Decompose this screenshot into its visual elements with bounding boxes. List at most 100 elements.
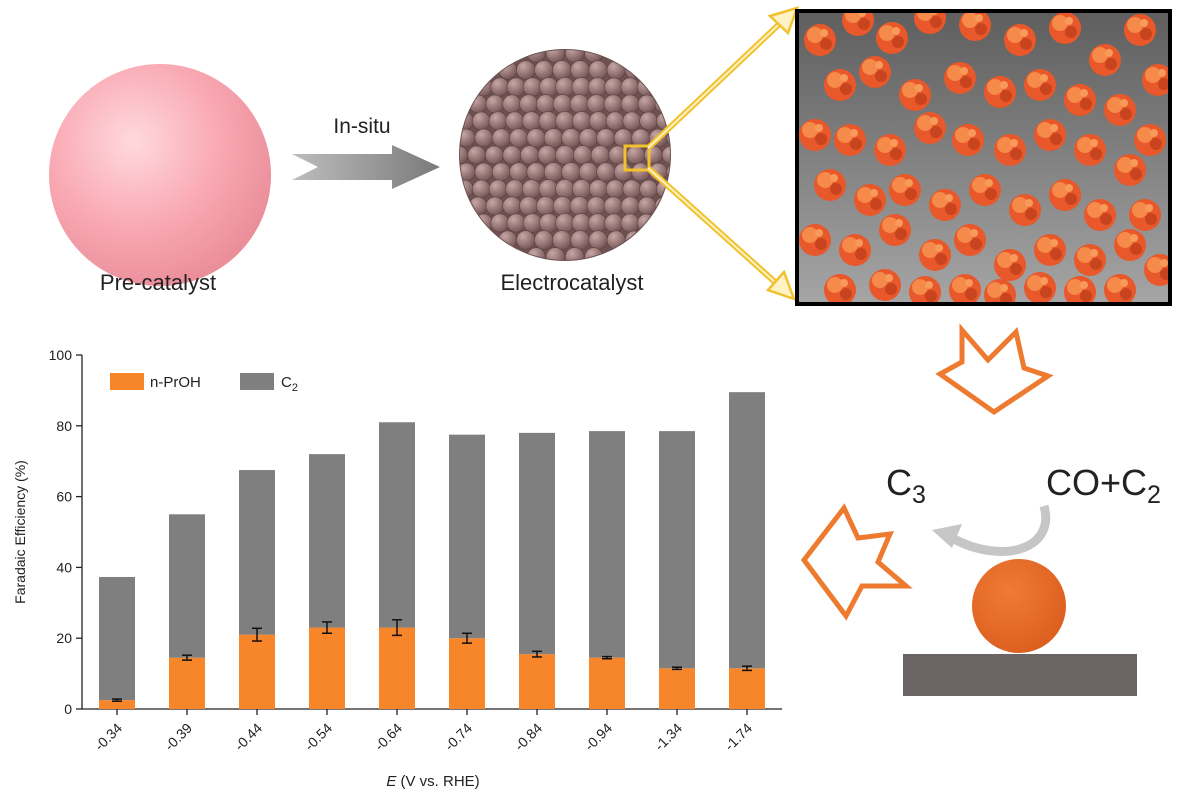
nanoparticle-cluster	[879, 214, 911, 246]
nanoparticle-cluster	[1104, 274, 1136, 304]
bar-c2	[309, 454, 345, 628]
y-axis-label: Faradaic Efficiency (%)	[12, 460, 28, 604]
x-axis-label: E (V vs. RHE)	[386, 773, 479, 790]
nanoparticle-cluster	[842, 11, 874, 36]
bar-c2	[449, 434, 485, 639]
bar-n-proh	[309, 627, 345, 709]
nanoparticle-cluster	[824, 274, 856, 304]
pre-catalyst-label: Pre-catalyst	[100, 270, 216, 295]
nanoparticle-cluster	[1034, 234, 1066, 266]
co-c2-label: CO+C2	[1046, 462, 1161, 509]
nanoparticle-cluster	[949, 274, 981, 304]
bar-n-proh	[729, 668, 765, 709]
bar-c2	[519, 432, 555, 655]
nanoparticle-cluster	[824, 69, 856, 101]
y-tick-label: 80	[56, 418, 72, 434]
nanoparticle-cluster	[1142, 64, 1170, 96]
nanoparticle-cluster	[804, 24, 836, 56]
x-tick-label: -0.94	[581, 720, 615, 754]
bar-n-proh	[659, 668, 695, 709]
nanoparticle-cluster	[952, 124, 984, 156]
x-tick-label: -1.74	[721, 720, 755, 754]
bar-n-proh	[379, 627, 415, 709]
x-tick-label: -0.39	[161, 720, 195, 754]
nanoparticle-cluster	[1144, 254, 1170, 286]
x-tick-label: -1.34	[651, 720, 685, 754]
y-tick-label: 40	[56, 559, 72, 575]
nanoparticle-cluster	[1024, 69, 1056, 101]
mechanism-section: C3 CO+C2	[800, 323, 1161, 696]
nanoparticle-cluster	[1124, 14, 1156, 46]
y-tick-label: 60	[56, 489, 72, 505]
nanoparticle-cluster	[919, 239, 951, 271]
nanoparticle-cluster	[839, 234, 871, 266]
error-bar	[392, 619, 402, 637]
bar-c2	[589, 431, 625, 658]
down-outline-arrow	[935, 323, 1054, 416]
nanoparticle-cluster	[944, 62, 976, 94]
legend: n-PrOH C2	[110, 373, 298, 394]
nanoparticle-cluster	[799, 119, 831, 151]
bar-c2	[99, 576, 135, 701]
y-tick-label: 20	[56, 630, 72, 646]
error-bar	[182, 654, 192, 661]
pre-catalyst-sphere	[49, 64, 271, 286]
x-tick-label: -0.74	[441, 720, 475, 754]
nanoparticle-cluster	[869, 269, 901, 301]
nanoparticle-cluster	[899, 79, 931, 111]
bar-c2	[239, 470, 275, 635]
bars	[99, 392, 765, 709]
nanoparticle-cluster	[909, 276, 941, 304]
support-substrate	[903, 654, 1137, 696]
nanoparticle-cluster	[1009, 194, 1041, 226]
legend-label-n-proh: n-PrOH	[150, 374, 201, 391]
nanoparticle-cluster	[1084, 199, 1116, 231]
nanoparticle-cluster	[834, 124, 866, 156]
nanoparticle-cluster	[799, 224, 831, 256]
nanoparticle-cluster	[874, 134, 906, 166]
legend-swatch-c2	[240, 373, 274, 390]
scheme-section: Pre-catalyst In-situ Electrocatalyst	[49, 6, 1172, 306]
catalyst-particle	[972, 559, 1066, 653]
y-tick-label: 100	[49, 347, 73, 363]
error-bar	[742, 665, 752, 672]
error-bar	[602, 655, 612, 660]
nanoparticle-cluster	[889, 174, 921, 206]
nanoparticle-cluster	[1074, 134, 1106, 166]
nanoparticle-cluster	[876, 22, 908, 54]
nanoparticle-cluster	[984, 76, 1016, 108]
bar-c2	[379, 422, 415, 628]
nanoparticle-cluster	[1114, 229, 1146, 261]
nanoparticle-cluster	[1089, 44, 1121, 76]
nanoparticle-cluster	[1024, 272, 1056, 304]
bar-n-proh	[169, 657, 205, 709]
bar-c2	[729, 392, 765, 669]
error-bar	[112, 698, 122, 702]
x-tick-label: -0.54	[301, 720, 335, 754]
nanoparticle-cluster	[959, 11, 991, 41]
bar-n-proh	[239, 634, 275, 709]
nanoparticle-cluster	[1104, 94, 1136, 126]
nanoparticle-panel-border	[795, 9, 1172, 306]
zoom-arrow-up	[645, 6, 800, 151]
nanoparticle-cluster	[1064, 84, 1096, 116]
nanoparticle-cluster	[1034, 119, 1066, 151]
x-tick-label: -0.34	[91, 720, 125, 754]
c3-label: C3	[886, 462, 926, 509]
x-tick-label: -0.64	[371, 720, 405, 754]
nanoparticle-cluster	[1074, 244, 1106, 276]
conversion-arrow	[949, 504, 1051, 556]
zoom-arrow-down	[645, 165, 797, 302]
error-bar	[322, 621, 332, 634]
nanoparticle-cluster	[1049, 179, 1081, 211]
nanoparticle-cluster	[859, 56, 891, 88]
bar-c2	[659, 431, 695, 669]
nanoparticle-cluster	[994, 249, 1026, 281]
nanoparticle-cluster	[1064, 276, 1096, 304]
in-situ-arrow	[292, 145, 440, 189]
bar-n-proh	[99, 700, 135, 709]
error-bar	[252, 627, 262, 642]
conversion-arrowhead	[932, 524, 962, 548]
nanoparticle-cluster	[1129, 199, 1161, 231]
